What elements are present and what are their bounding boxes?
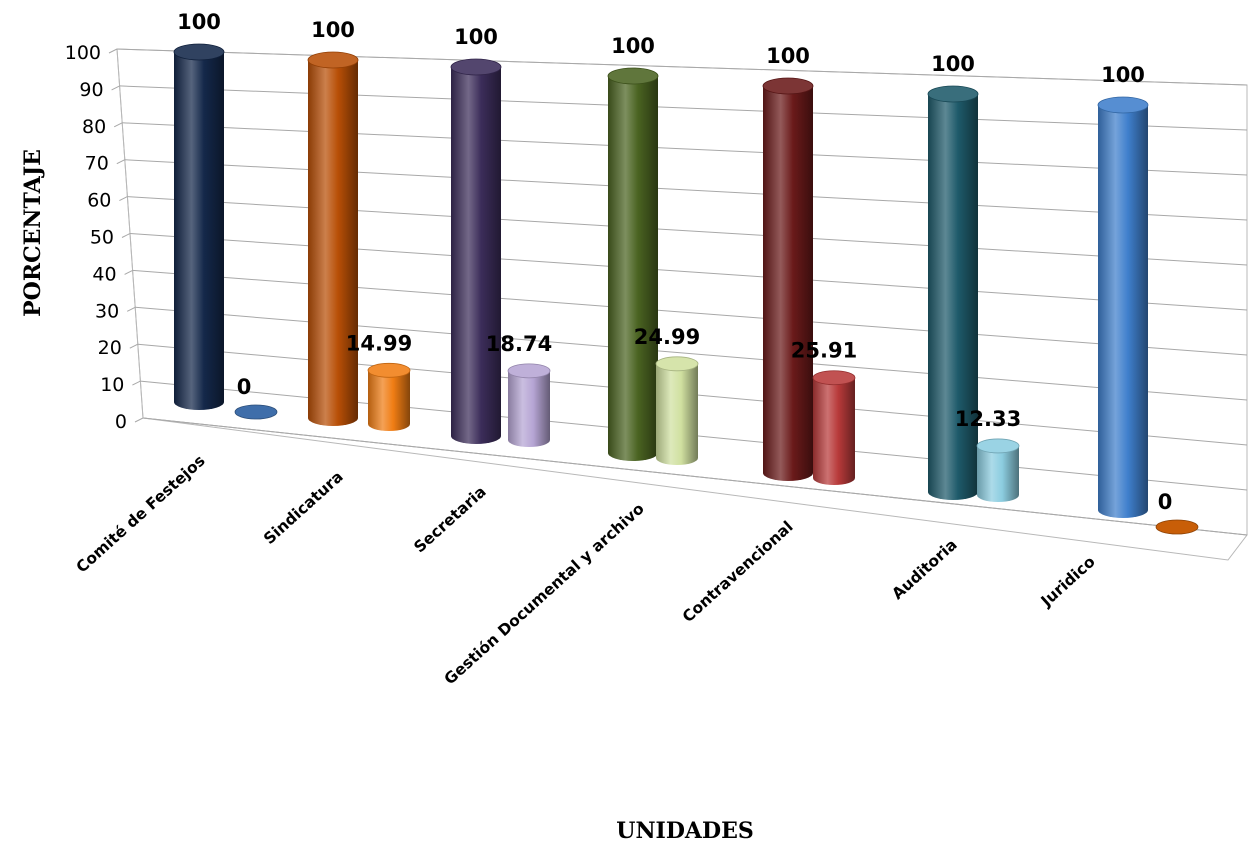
bar-series-1 bbox=[450, 58, 502, 444]
gridline bbox=[122, 122, 1248, 176]
bar-series-1 bbox=[607, 67, 659, 461]
data-label: 12.33 bbox=[955, 407, 1021, 431]
x-tick-label: Auditoria bbox=[888, 536, 960, 604]
x-tick-label: Comité de Festejos bbox=[73, 452, 209, 577]
data-label: 14.99 bbox=[346, 331, 412, 355]
data-label: 18.74 bbox=[486, 332, 552, 356]
x-tick-label: Contravencional bbox=[679, 518, 797, 627]
data-label: 100 bbox=[311, 18, 355, 42]
gridline bbox=[127, 196, 1248, 266]
x-tick-label: Secretaria bbox=[411, 483, 490, 557]
bar-series-1 bbox=[307, 51, 359, 426]
tick-mark bbox=[121, 233, 131, 238]
bar-series-2 bbox=[976, 438, 1020, 502]
tick-mark bbox=[108, 48, 118, 54]
data-label: 24.99 bbox=[634, 325, 700, 349]
chart-walls bbox=[116, 48, 1248, 561]
x-tick-label: Gestión Documental y archivo bbox=[441, 500, 648, 689]
y-tick-label: 70 bbox=[85, 153, 109, 175]
y-tick-label: 20 bbox=[98, 337, 122, 359]
x-tick-label: Sindicatura bbox=[260, 468, 346, 548]
data-label: 100 bbox=[931, 52, 975, 76]
y-tick-label: 10 bbox=[100, 374, 124, 396]
data-labels: 100 0 100 14.99 100 18.74 100 24.99 100 25.91 100 1… bbox=[177, 10, 1172, 514]
data-label: 100 bbox=[611, 34, 655, 58]
tick-mark bbox=[111, 85, 120, 91]
gridline bbox=[116, 48, 1248, 86]
y-tick-label: 40 bbox=[92, 263, 116, 285]
y-tick-label: 90 bbox=[79, 79, 103, 101]
bar-series-2 bbox=[1155, 519, 1199, 535]
y-tick-label: 30 bbox=[95, 300, 119, 322]
y-axis-ticks: 0 10 20 30 40 50 60 70 80 90 100 bbox=[65, 42, 144, 433]
gridline bbox=[129, 233, 1248, 311]
y-axis-title: PORCENTAJE bbox=[20, 149, 46, 317]
bar-series-1 bbox=[173, 43, 225, 410]
bar-series-1 bbox=[927, 85, 979, 500]
x-tick-label: Juridico bbox=[1037, 553, 1099, 611]
y-tick-label: 0 bbox=[115, 411, 127, 433]
data-label: 0 bbox=[1158, 490, 1173, 514]
data-label: 100 bbox=[766, 44, 810, 68]
tick-mark bbox=[113, 122, 123, 128]
tick-mark bbox=[134, 417, 144, 423]
x-axis-title: UNIDADES bbox=[616, 818, 753, 844]
gridline bbox=[124, 159, 1248, 221]
data-label: 100 bbox=[1101, 63, 1145, 87]
gridline bbox=[119, 85, 1248, 131]
bar-series-2 bbox=[655, 356, 699, 465]
data-label: 0 bbox=[237, 375, 252, 399]
gridline bbox=[142, 417, 1248, 536]
data-label: 100 bbox=[177, 10, 221, 34]
bar-series-1 bbox=[762, 77, 814, 481]
tick-mark bbox=[119, 196, 128, 202]
bar-series-2 bbox=[507, 363, 551, 447]
y-tick-label: 100 bbox=[65, 42, 101, 64]
tick-mark bbox=[129, 343, 139, 349]
bar-series-1 bbox=[1097, 96, 1149, 518]
data-label: 25.91 bbox=[791, 339, 857, 363]
tick-mark bbox=[116, 159, 126, 165]
bar-series-2 bbox=[234, 404, 278, 420]
tick-mark bbox=[124, 269, 133, 275]
y-tick-label: 60 bbox=[87, 190, 111, 212]
bar-series-2 bbox=[367, 362, 411, 431]
tick-mark bbox=[126, 306, 136, 312]
data-label: 100 bbox=[454, 25, 498, 49]
y-tick-label: 50 bbox=[90, 227, 114, 249]
bars bbox=[173, 43, 1199, 535]
y-tick-label: 80 bbox=[82, 116, 106, 138]
tick-mark bbox=[132, 380, 141, 386]
bar-series-2 bbox=[812, 370, 856, 485]
